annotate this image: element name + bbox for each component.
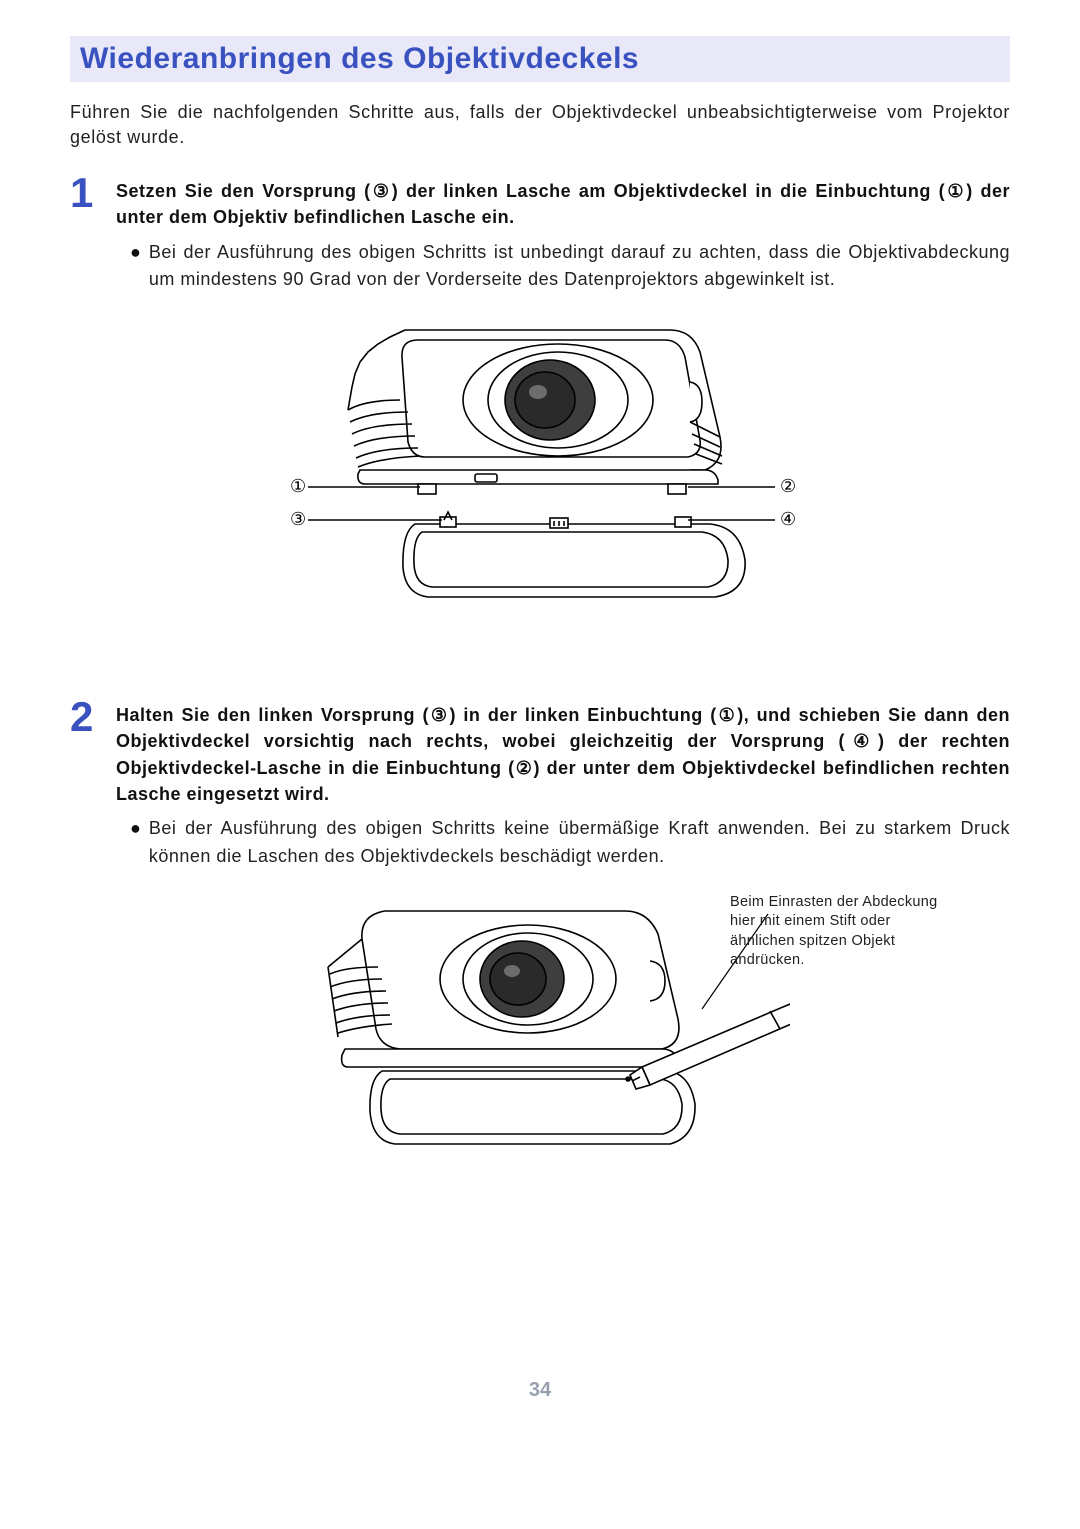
figure-1: ① ③ ② ④ bbox=[70, 322, 1010, 632]
figure-2: Beim Einrasten der Abdeckung hier mit ei… bbox=[70, 889, 1010, 1199]
section-header: Wiederanbringen des Objektivdeckels bbox=[70, 36, 1010, 82]
label-2: ② bbox=[780, 476, 796, 496]
projector-diagram-2 bbox=[290, 889, 790, 1199]
intro-text: Führen Sie die nachfolgenden Schritte au… bbox=[70, 100, 1010, 150]
step-2-bullet: ● Bei der Ausführung des obigen Schritts… bbox=[130, 815, 1010, 871]
bullet-icon: ● bbox=[130, 815, 141, 843]
figure-2-callout: Beim Einrasten der Abdeckung hier mit ei… bbox=[730, 893, 940, 971]
step-2-title: Halten Sie den linken Vorsprung (③) in d… bbox=[116, 702, 1010, 806]
step-1-number: 1 bbox=[70, 172, 116, 214]
projector-diagram-1: ① ③ ② ④ bbox=[270, 322, 810, 632]
step-2-bullet-text: Bei der Ausführung des obigen Schritts k… bbox=[149, 815, 1010, 871]
page: Wiederanbringen des Objektivdeckels Führ… bbox=[0, 0, 1080, 1442]
step-1-bullet-text: Bei der Ausführung des obigen Schritts i… bbox=[149, 239, 1010, 295]
step-1-bullet: ● Bei der Ausführung des obigen Schritts… bbox=[130, 239, 1010, 295]
step-2-body: Halten Sie den linken Vorsprung (③) in d… bbox=[116, 702, 1010, 870]
step-1-body: Setzen Sie den Vorsprung (③) der linken … bbox=[116, 178, 1010, 294]
label-4: ④ bbox=[780, 509, 796, 529]
step-2: 2 Halten Sie den linken Vorsprung (③) in… bbox=[70, 702, 1010, 870]
section-title: Wiederanbringen des Objektivdeckels bbox=[80, 42, 639, 75]
label-1: ① bbox=[290, 476, 306, 496]
step-1: 1 Setzen Sie den Vorsprung (③) der linke… bbox=[70, 178, 1010, 294]
step-1-title: Setzen Sie den Vorsprung (③) der linken … bbox=[116, 178, 1010, 230]
bullet-icon: ● bbox=[130, 239, 141, 267]
label-3: ③ bbox=[290, 509, 306, 529]
page-number: 34 bbox=[70, 1379, 1010, 1402]
step-2-number: 2 bbox=[70, 696, 116, 738]
